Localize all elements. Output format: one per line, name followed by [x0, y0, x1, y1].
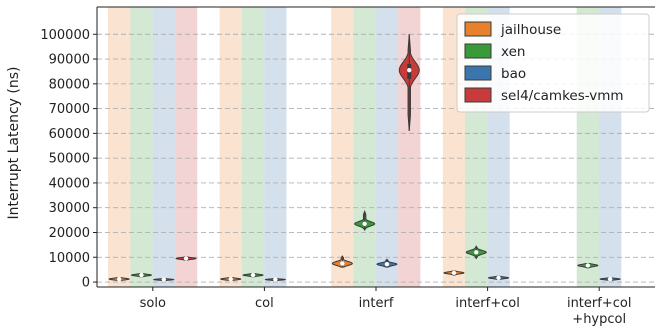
category-band	[152, 7, 175, 287]
category-band	[241, 7, 265, 287]
x-tick-label: interf+col	[455, 296, 519, 311]
x-tick-label: interf	[359, 296, 394, 311]
legend-swatch	[464, 87, 492, 103]
category-band	[174, 7, 198, 287]
violin-median-dot	[362, 221, 367, 227]
y-tick-label: 80000	[49, 77, 90, 92]
violin-median-dot	[273, 277, 278, 282]
legend-label: bao	[501, 66, 526, 82]
category-band	[264, 7, 287, 287]
category-band	[219, 7, 242, 287]
x-tick-label: +hypcol	[572, 312, 626, 327]
violin-median-dot	[183, 256, 189, 261]
y-axis-label: Interrupt Latency (ns)	[6, 67, 22, 220]
violin-median-dot	[607, 276, 613, 282]
violins	[108, 34, 621, 282]
violin-median-dot	[407, 67, 412, 73]
y-tick-label: 90000	[49, 53, 90, 68]
category-band	[130, 7, 153, 287]
violin-median-dot	[139, 272, 144, 278]
violin-median-dot	[250, 272, 256, 278]
violin-median-dot	[161, 277, 166, 282]
legend-swatch	[464, 65, 492, 81]
category-band	[375, 7, 399, 287]
y-tick-label: 40000	[49, 176, 90, 191]
y-tick-label: 70000	[49, 102, 90, 117]
violin-median-dot	[496, 275, 501, 281]
violin-median-dot	[228, 276, 233, 282]
y-tick-label: 30000	[49, 201, 90, 216]
violin-median-dot	[384, 262, 390, 267]
y-tick-label: 60000	[49, 127, 90, 142]
violin-median-dot	[340, 261, 345, 266]
category-band	[108, 7, 131, 287]
violin-median-dot	[585, 263, 591, 268]
x-tick-label: interf+col	[567, 296, 631, 311]
legend-swatch	[464, 43, 492, 59]
legend-label: xen	[501, 44, 525, 60]
y-tick-label: 0	[82, 276, 90, 291]
category-band	[353, 7, 376, 287]
x-tick-label: solo	[140, 296, 166, 311]
violin-median-dot	[474, 250, 479, 255]
y-tick-label: 100000	[40, 28, 90, 43]
violin-median-dot	[116, 276, 122, 282]
legend: jailhouse xen bao sel4/camkes-vmm	[456, 13, 650, 113]
category-band	[331, 7, 354, 287]
legend-label: sel4/camkes-vmm	[501, 88, 624, 104]
y-tick-label: 50000	[49, 152, 90, 167]
legend-box	[456, 13, 650, 113]
legend-label: jailhouse	[500, 22, 561, 38]
x-tick-label: col	[255, 296, 274, 311]
y-tick-label: 10000	[49, 251, 90, 266]
y-tick-label: 20000	[49, 226, 90, 241]
legend-swatch	[464, 21, 492, 37]
axes: 0 10000 20000 30000 40000 50000 60000 70000 8000…	[40, 6, 655, 327]
violin-median-dot	[451, 270, 457, 276]
